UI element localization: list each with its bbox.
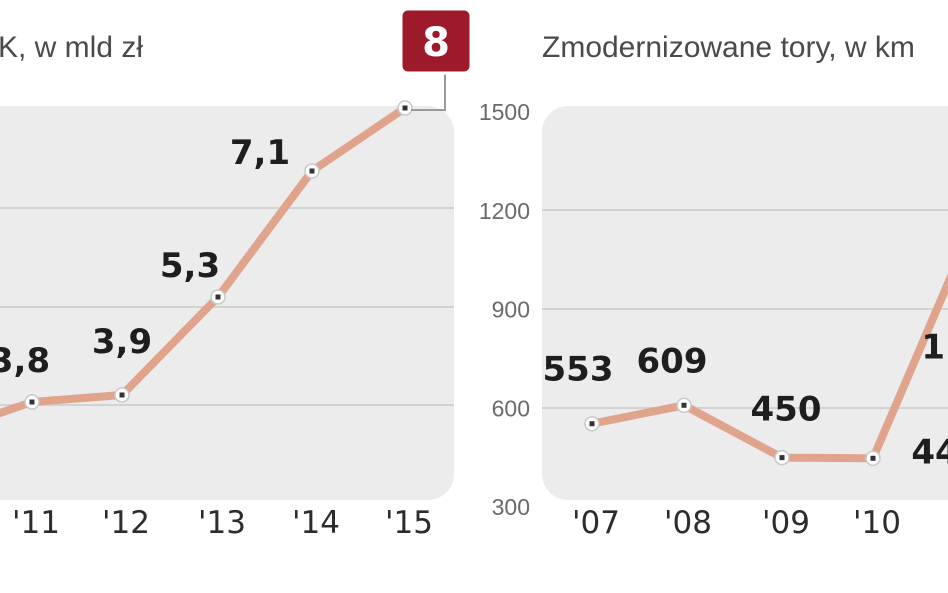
x-tick-label: '11 [12, 505, 60, 541]
x-tick-label: '13 [198, 505, 246, 541]
data-point-center [309, 168, 315, 174]
x-tick-label: '15 [385, 505, 433, 541]
data-point-center [215, 294, 221, 300]
y-tick-label: 1500 [479, 99, 530, 125]
x-tick-label: '08 [664, 505, 712, 541]
data-label: 5,3 [160, 246, 220, 286]
data-point-center [119, 392, 125, 398]
x-tick-label: '09 [762, 505, 810, 541]
y-tick-label: 600 [492, 395, 530, 421]
highlight-value: 8 [422, 20, 450, 66]
data-point-center [779, 455, 785, 461]
data-point-center [589, 421, 595, 427]
data-label: 609 [637, 341, 708, 381]
data-point-center [29, 399, 35, 405]
plot-panel [542, 106, 948, 500]
data-label: 7,1 [230, 133, 290, 173]
data-label: 44 [911, 432, 948, 472]
y-tick-label: 300 [492, 494, 530, 520]
x-tick-label: '07 [572, 505, 620, 541]
data-point-center [870, 455, 876, 461]
x-tick-label: '10 [853, 505, 901, 541]
data-point-center [681, 402, 687, 408]
chart-1: K, w mld zł 3,8 3,95,3 7,1 '11 '12 '13 '14 '15 8 [0, 7, 473, 541]
x-tick-label: '12 [102, 505, 150, 541]
series-line [0, 104, 409, 418]
chart-2: Zmodernizowane tory, w km 300 600 900 1200 15… [479, 31, 948, 541]
data-label: 553 [543, 350, 614, 390]
data-label: 11 [921, 328, 948, 368]
data-label: 450 [751, 390, 822, 430]
highlight-badge [399, 7, 473, 75]
plot-panel [0, 106, 454, 500]
data-label: 3,9 [92, 322, 152, 362]
data-label: 3,8 [0, 341, 50, 381]
y-tick-label: 1200 [479, 198, 530, 224]
y-tick-label: 900 [492, 297, 530, 323]
chart-title: Zmodernizowane tory, w km [542, 31, 915, 64]
data-point-center [402, 105, 408, 111]
highlight-connector [411, 73, 446, 111]
chart-title: K, w mld zł [0, 31, 143, 64]
x-tick-label: '14 [292, 505, 340, 541]
